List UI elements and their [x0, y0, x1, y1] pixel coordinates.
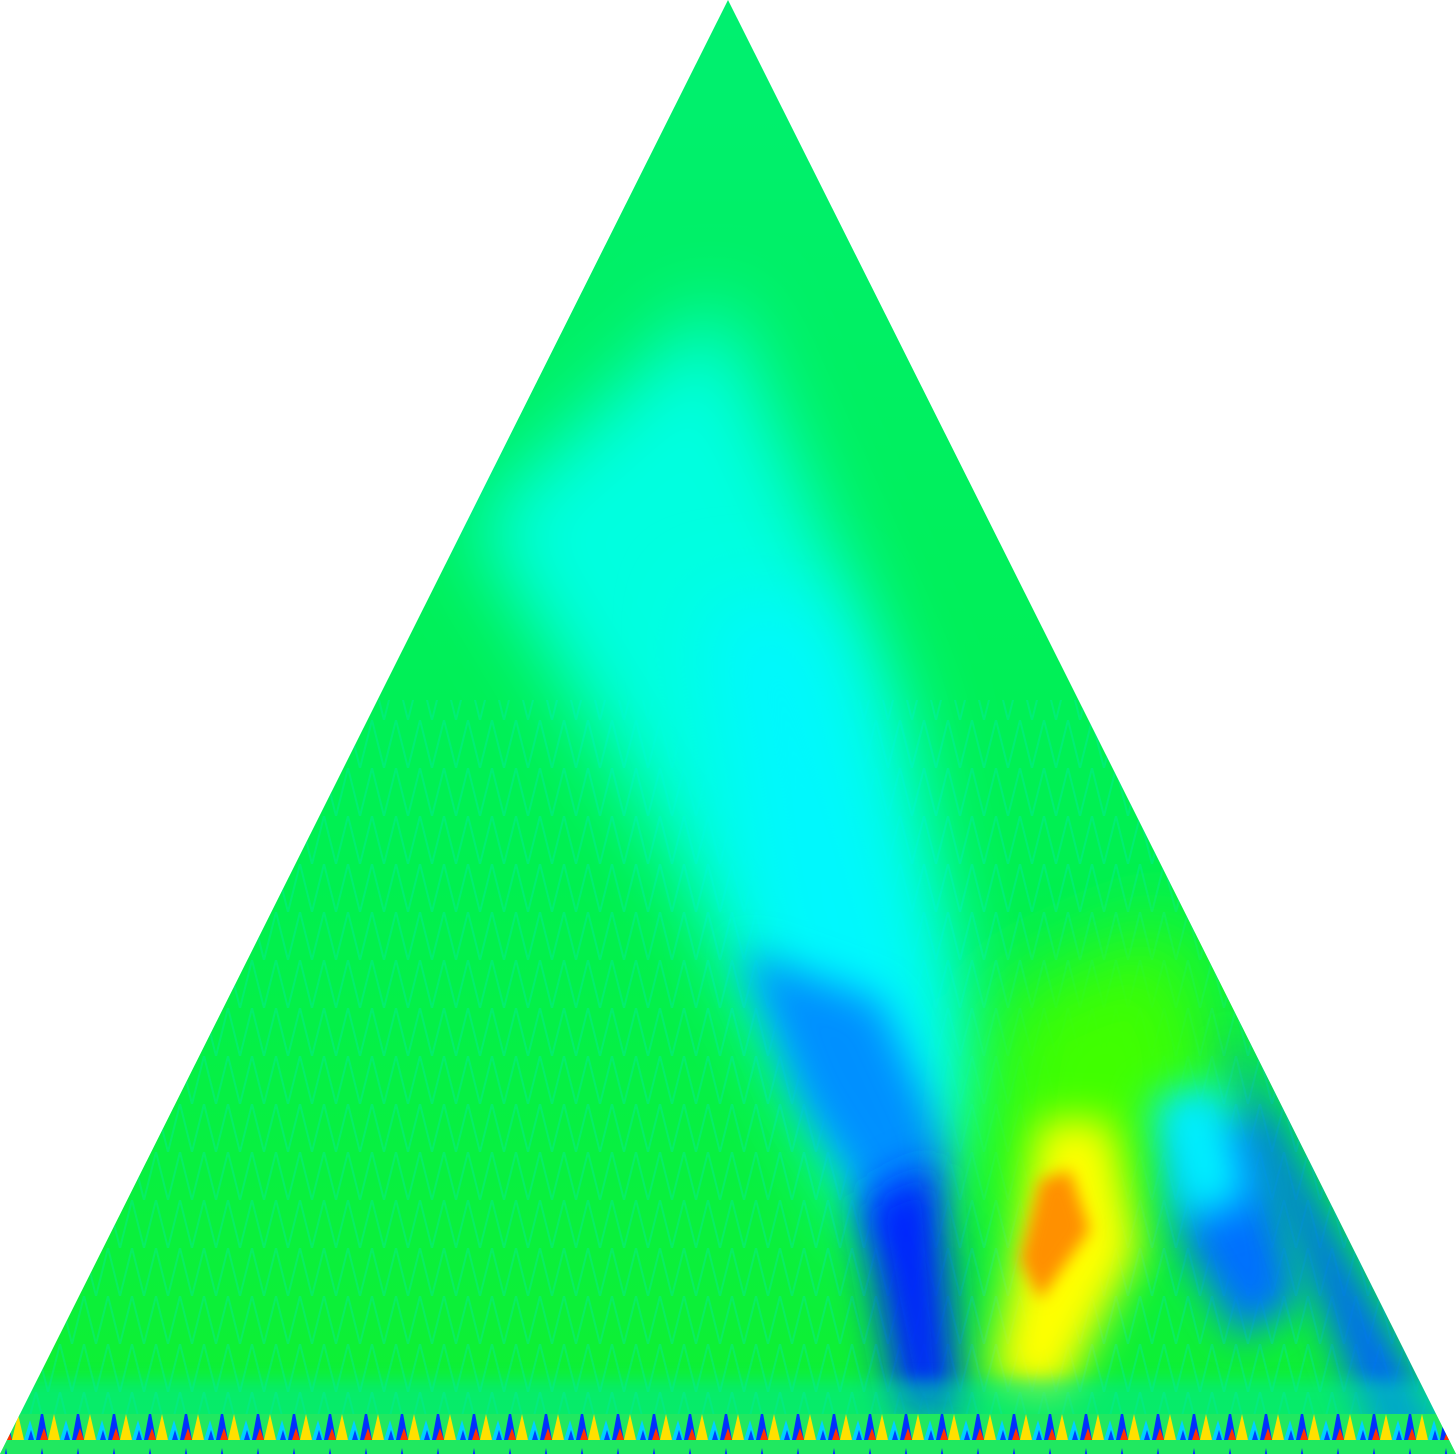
orange-peak [1020, 1170, 1090, 1300]
cyan-right [1150, 1080, 1250, 1220]
fine-scale-noise [0, 1414, 1456, 1454]
blue-edge [1220, 1020, 1456, 1454]
blue-core [860, 1160, 960, 1420]
